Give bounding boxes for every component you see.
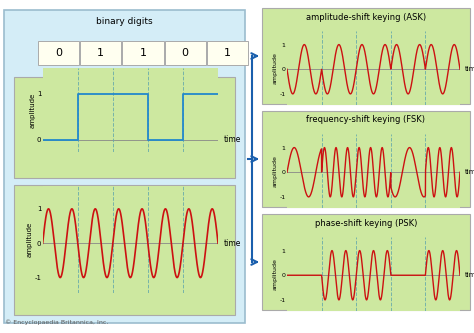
Text: phase-shift keying (PSK): phase-shift keying (PSK) bbox=[315, 218, 417, 227]
Bar bbox=[122, 41, 164, 65]
Bar bbox=[262, 8, 470, 104]
Text: 1: 1 bbox=[97, 48, 104, 58]
Bar bbox=[262, 214, 470, 310]
Text: 1: 1 bbox=[139, 48, 146, 58]
Text: binary digits: binary digits bbox=[96, 18, 153, 27]
Bar bbox=[4, 10, 245, 323]
Text: 1: 1 bbox=[224, 48, 231, 58]
Text: 0: 0 bbox=[182, 48, 189, 58]
Text: frequency-shift keying (FSK): frequency-shift keying (FSK) bbox=[307, 116, 426, 125]
Y-axis label: amplitude: amplitude bbox=[273, 258, 278, 290]
Bar bbox=[14, 77, 235, 178]
Text: time: time bbox=[223, 136, 241, 145]
Text: carrier wave: carrier wave bbox=[96, 188, 153, 197]
Text: amplitude-shift keying (ASK): amplitude-shift keying (ASK) bbox=[306, 13, 426, 22]
Bar bbox=[38, 41, 79, 65]
Text: time: time bbox=[465, 169, 474, 175]
Bar bbox=[164, 41, 206, 65]
Bar bbox=[262, 111, 470, 207]
Bar bbox=[14, 185, 235, 315]
Y-axis label: amplitude: amplitude bbox=[273, 155, 278, 187]
Y-axis label: amplitude: amplitude bbox=[273, 52, 278, 84]
Text: 0: 0 bbox=[55, 48, 62, 58]
Text: © Encyclopaedia Britannica, Inc.: © Encyclopaedia Britannica, Inc. bbox=[5, 319, 109, 325]
Text: time: time bbox=[223, 239, 241, 248]
Y-axis label: amplitude: amplitude bbox=[29, 92, 36, 128]
Bar bbox=[80, 41, 121, 65]
Text: time: time bbox=[465, 272, 474, 278]
Y-axis label: amplitude: amplitude bbox=[27, 222, 33, 257]
Text: digital signal: digital signal bbox=[95, 81, 154, 90]
Text: time: time bbox=[465, 66, 474, 72]
Bar bbox=[207, 41, 248, 65]
